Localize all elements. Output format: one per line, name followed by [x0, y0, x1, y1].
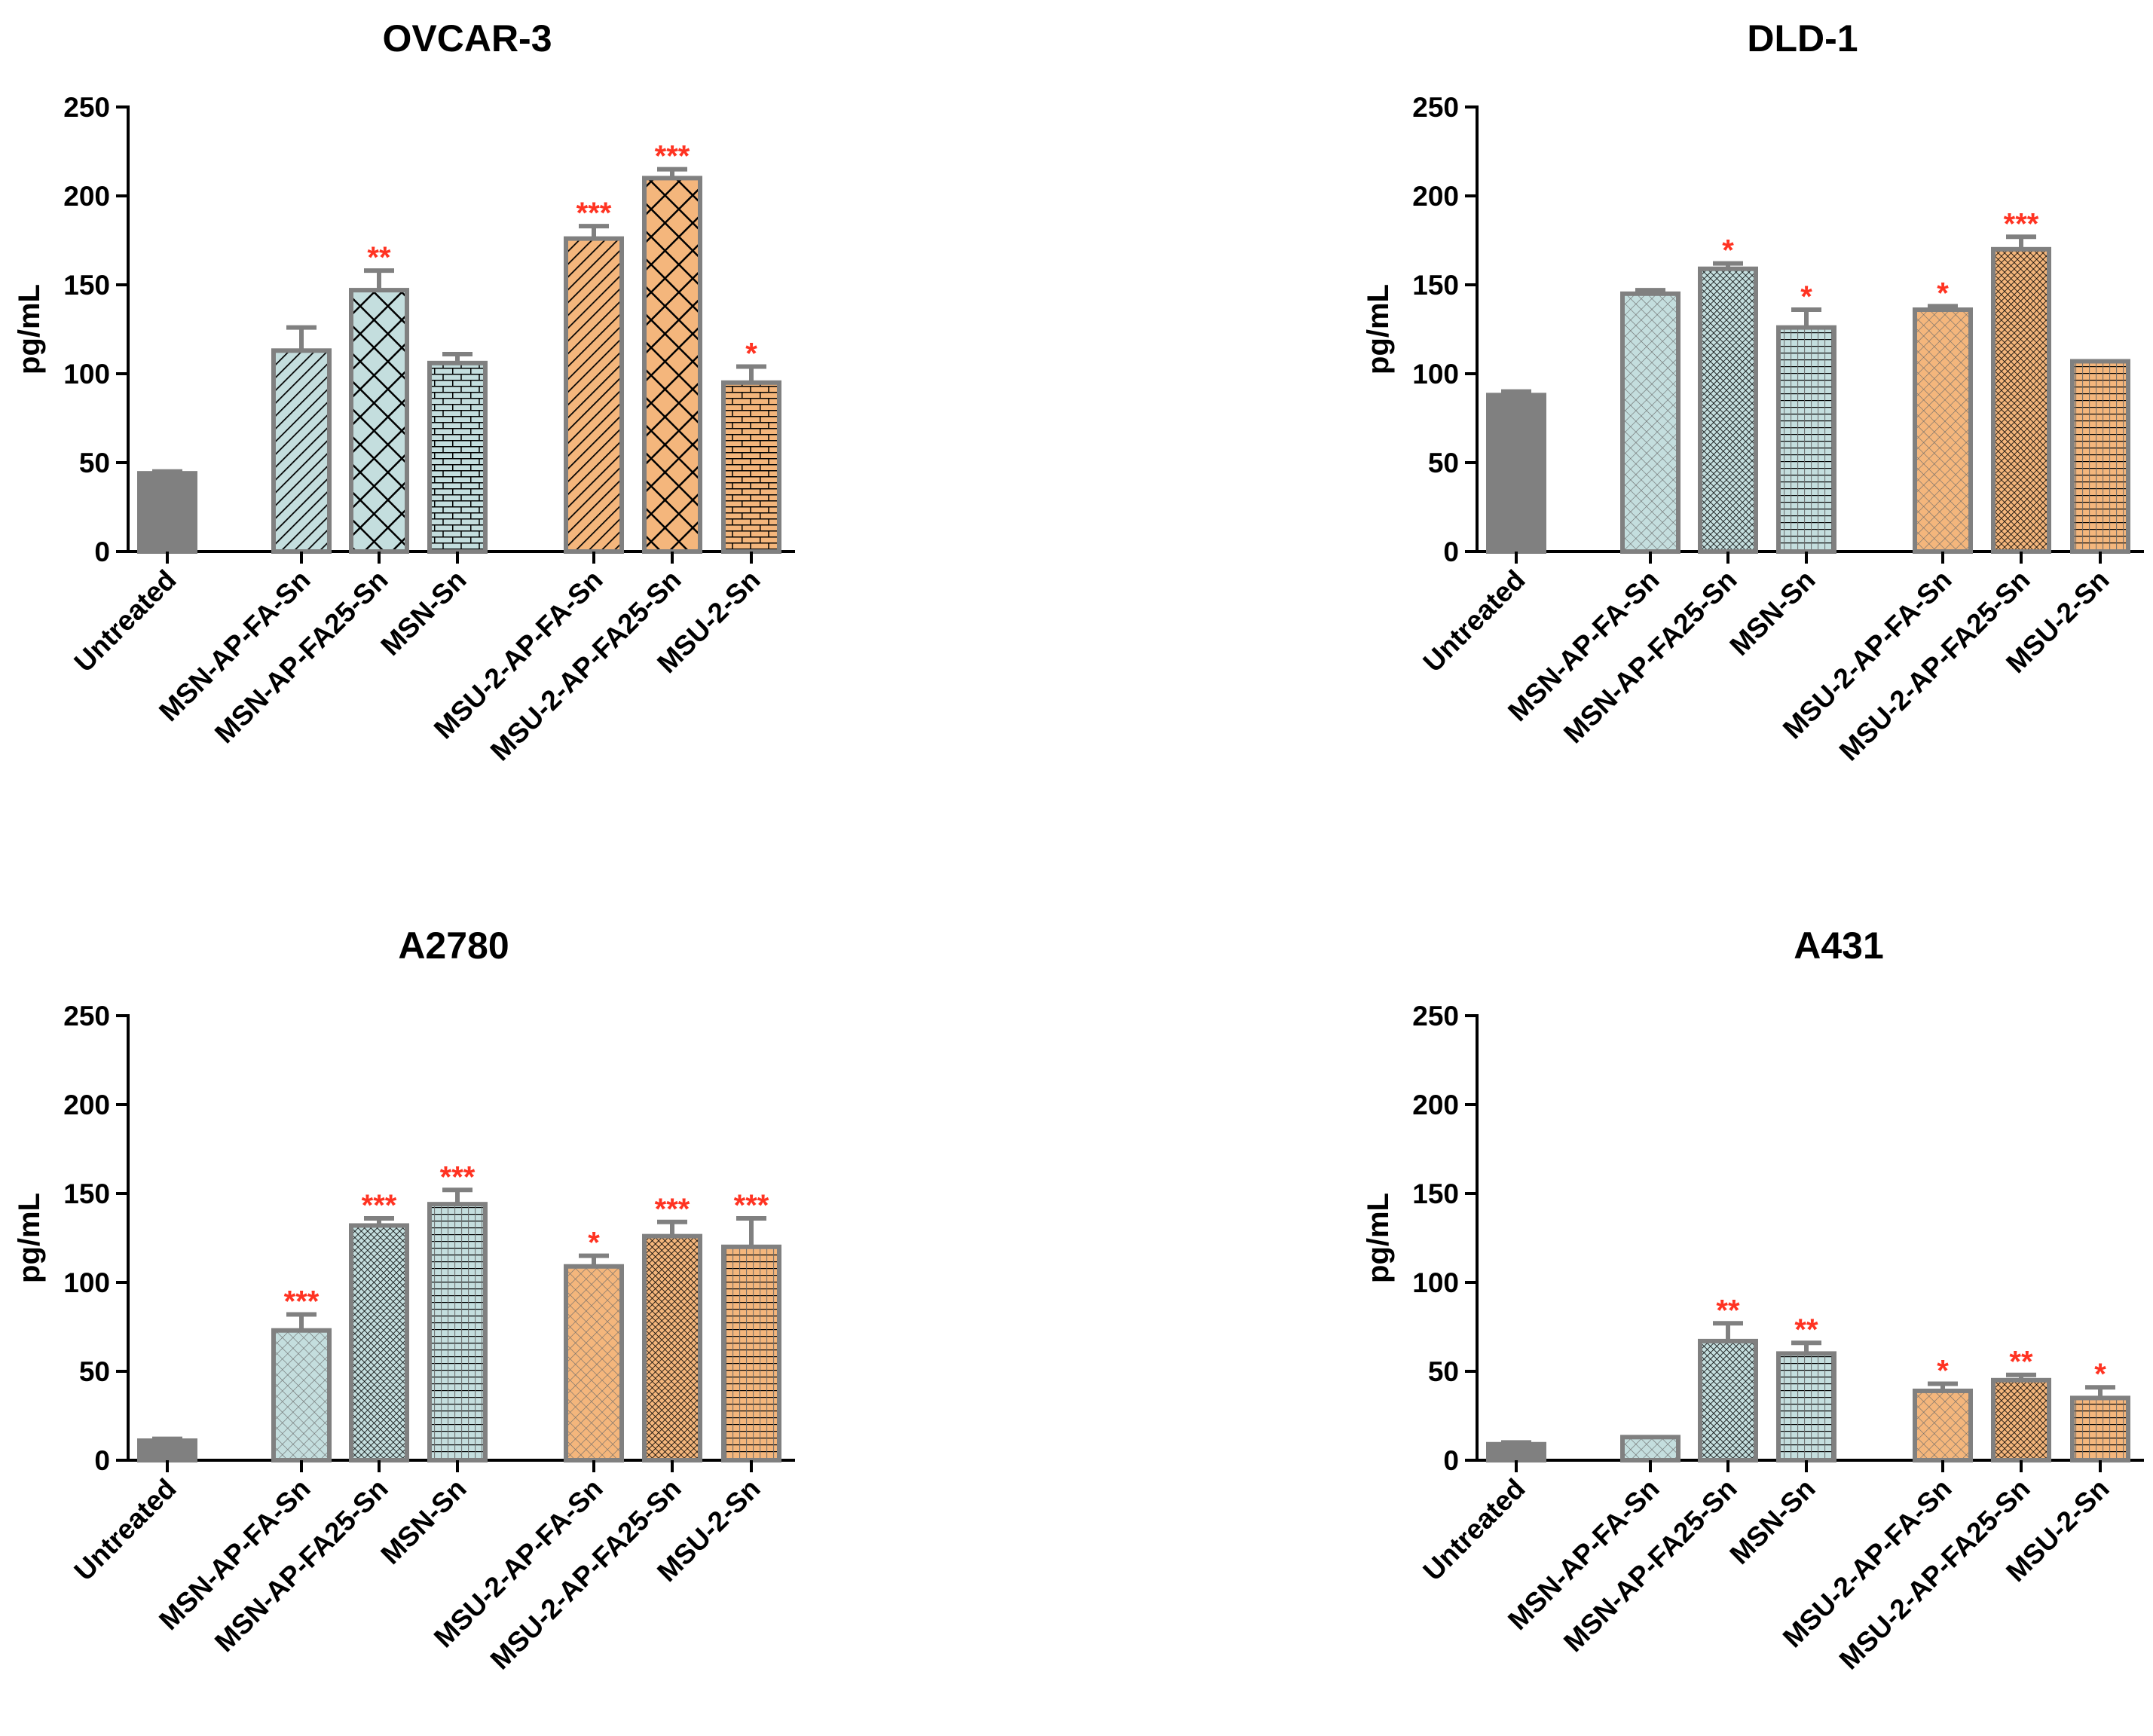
- y-axis-label: pg/mL: [13, 1193, 46, 1283]
- bar-msu-2-sn: [721, 380, 781, 554]
- x-category-label: MSN-Sn: [1723, 564, 1821, 662]
- y-tick-label: 250: [1412, 92, 1459, 123]
- y-tick-label: 150: [1412, 270, 1459, 301]
- bar-msu-2-ap-fa-sn: [1913, 307, 1973, 554]
- bar-msn-ap-fa25-sn: [1698, 266, 1758, 554]
- significance-marker: **: [1794, 1313, 1818, 1346]
- x-category-label: MSN-Sn: [375, 1473, 472, 1570]
- significance-marker: **: [1716, 1294, 1740, 1327]
- bar-msn-ap-fa25-sn: [349, 288, 409, 554]
- significance-marker: *: [588, 1227, 600, 1260]
- bar-msn-sn: [427, 360, 488, 554]
- y-axis-label: pg/mL: [1362, 284, 1395, 374]
- y-tick-label: 200: [63, 1090, 110, 1120]
- significance-marker: **: [2009, 1346, 2033, 1379]
- bar-msn-sn: [1776, 1351, 1836, 1463]
- chart-title: DLD-1: [1747, 17, 1858, 60]
- significance-marker: ***: [655, 140, 690, 173]
- chart-panel-ovcar-3: OVCAR-3 pg/mL 0 50 100 150 200 250 Untreated MSN-…: [13, 17, 795, 767]
- chart-title: A431: [1794, 925, 1884, 967]
- bar-msu-2-ap-fa25-sn: [1991, 246, 2051, 554]
- significance-marker: *: [2094, 1358, 2106, 1391]
- significance-marker: *: [1722, 234, 1734, 267]
- bar-msn-ap-fa-sn: [1620, 291, 1681, 554]
- significance-marker: *: [1800, 280, 1812, 313]
- y-tick-label: 150: [63, 270, 110, 301]
- chart-panel-a2780: A2780pg/mL050100150200250UntreatedMSN-AP…: [13, 925, 795, 1676]
- significance-marker: ***: [734, 1189, 769, 1222]
- bar-msu-2-ap-fa-sn: [1913, 1388, 1973, 1462]
- y-axis-label: pg/mL: [1362, 1193, 1395, 1283]
- bar-msn-ap-fa25-sn: [1698, 1338, 1758, 1462]
- y-tick-label: 50: [1428, 448, 1459, 478]
- bar-untreated: [137, 1438, 197, 1463]
- bar-msu-2-ap-fa25-sn: [1991, 1377, 2051, 1463]
- x-category-label: Untreated: [69, 1473, 182, 1587]
- bar-msu-2-sn: [2070, 1395, 2130, 1463]
- y-tick-label: 150: [1412, 1178, 1459, 1209]
- bar-msn-ap-fa-sn: [271, 348, 332, 554]
- y-tick-label: 250: [63, 1001, 110, 1032]
- bar-untreated: [1486, 1441, 1546, 1463]
- significance-marker: ***: [362, 1189, 397, 1222]
- bar-msn-ap-fa-sn: [271, 1328, 332, 1462]
- bar-msn-sn: [1776, 325, 1836, 554]
- x-category-label: Untreated: [1417, 1473, 1531, 1587]
- y-tick-label: 100: [1412, 359, 1459, 390]
- bar-msu-2-ap-fa25-sn: [642, 1233, 702, 1462]
- significance-marker: ***: [440, 1160, 476, 1194]
- bar-msu-2-sn: [721, 1244, 781, 1463]
- y-tick-label: 0: [1443, 536, 1459, 567]
- y-axis-label: pg/mL: [13, 284, 46, 374]
- y-tick-label: 100: [1412, 1267, 1459, 1298]
- bar-untreated: [137, 471, 197, 554]
- y-tick-label: 200: [63, 181, 110, 212]
- y-tick-label: 50: [79, 448, 110, 478]
- significance-marker: ***: [2004, 207, 2039, 240]
- x-category-label: MSN-Sn: [1723, 1473, 1821, 1570]
- y-tick-label: 50: [79, 1356, 110, 1387]
- chart-panel-a431: A431pg/mL050100150200250UntreatedMSN-AP-…: [1362, 925, 2144, 1676]
- chart-title: OVCAR-3: [382, 17, 552, 60]
- bar-msu-2-ap-fa-sn: [564, 236, 624, 554]
- x-category-label: Untreated: [1417, 564, 1531, 678]
- significance-marker: ***: [284, 1285, 320, 1318]
- bar-msu-2-ap-fa-sn: [564, 1264, 624, 1462]
- bar-msu-2-ap-fa25-sn: [642, 176, 702, 554]
- bar-msn-ap-fa25-sn: [349, 1223, 409, 1462]
- y-tick-label: 150: [63, 1178, 110, 1209]
- chart-panel-dld-1: DLD-1pg/mL050100150200250UntreatedMSN-AP…: [1362, 17, 2144, 767]
- y-tick-label: 250: [63, 92, 110, 123]
- y-tick-label: 200: [1412, 181, 1459, 212]
- y-tick-label: 250: [1412, 1001, 1459, 1032]
- significance-marker: ***: [655, 1193, 690, 1226]
- significance-marker: **: [367, 241, 391, 274]
- significance-marker: *: [1937, 277, 1949, 310]
- bar-msn-sn: [427, 1202, 488, 1463]
- y-tick-label: 100: [63, 359, 110, 390]
- y-tick-label: 0: [94, 536, 110, 567]
- y-tick-label: 0: [1443, 1445, 1459, 1476]
- chart-title: A2780: [398, 925, 509, 967]
- y-tick-label: 50: [1428, 1356, 1459, 1387]
- significance-marker: *: [1937, 1355, 1949, 1388]
- x-category-label: Untreated: [69, 564, 182, 678]
- x-category-label: MSN-Sn: [375, 564, 472, 662]
- y-tick-label: 0: [94, 1445, 110, 1476]
- significance-marker: ***: [576, 197, 612, 230]
- y-tick-label: 200: [1412, 1090, 1459, 1120]
- bar-msn-ap-fa-sn: [1620, 1435, 1681, 1462]
- bar-msu-2-sn: [2070, 359, 2130, 555]
- bar-untreated: [1486, 393, 1546, 554]
- y-tick-label: 100: [63, 1267, 110, 1298]
- significance-marker: *: [745, 338, 757, 371]
